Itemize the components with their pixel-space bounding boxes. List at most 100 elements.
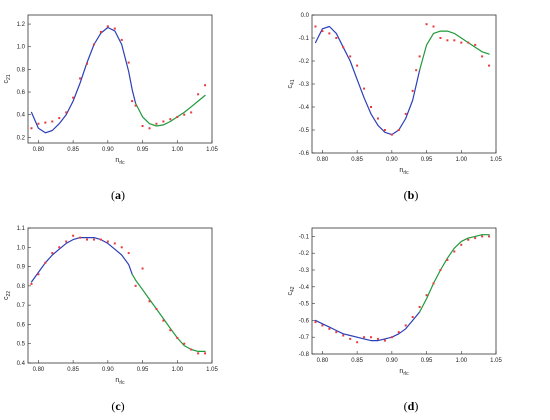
data-point <box>481 235 484 238</box>
x-tick-label: 0.90 <box>102 367 114 373</box>
plot-frame <box>311 14 497 154</box>
data-point <box>390 133 393 136</box>
y-axis-label-sub: 22 <box>6 291 12 297</box>
data-point <box>488 64 491 67</box>
x-tick-label: 0.85 <box>351 358 363 364</box>
y-tick-label: -0.4 <box>299 285 310 291</box>
data-point <box>204 352 207 355</box>
x-tick-label: 1.00 <box>455 358 467 364</box>
y-axis-label-main: c <box>3 80 10 84</box>
x-tick-label: 1.05 <box>206 147 218 153</box>
data-point <box>488 235 491 238</box>
data-point <box>127 252 130 255</box>
data-point <box>44 261 47 264</box>
data-point <box>86 62 89 65</box>
y-tick-label: 0.7 <box>17 303 26 309</box>
data-point <box>335 331 338 334</box>
data-point <box>106 25 109 28</box>
x-axis-label: nrlc <box>115 377 125 386</box>
data-point <box>99 30 102 33</box>
data-point <box>162 319 165 322</box>
data-point <box>155 122 158 125</box>
data-point <box>190 111 193 114</box>
fit-line-blue <box>314 311 421 342</box>
data-point <box>383 339 386 342</box>
data-point <box>376 337 379 340</box>
panel-label: (c) <box>111 399 124 413</box>
data-point <box>44 121 47 124</box>
y-axis-label-main: c <box>287 85 294 89</box>
data-point <box>397 331 400 334</box>
plot-frame <box>27 14 213 144</box>
data-point <box>176 336 179 339</box>
y-tick-label: -0.6 <box>299 151 310 157</box>
data-point <box>418 55 421 58</box>
data-point <box>79 236 82 239</box>
y-tick-label: -0.6 <box>299 318 310 324</box>
data-point <box>321 324 324 327</box>
x-tick-label: 0.80 <box>33 367 45 373</box>
x-tick-label: 0.80 <box>33 147 45 153</box>
data-point <box>72 234 75 237</box>
panel-letter: d <box>408 399 415 413</box>
y-tick-label: 0.4 <box>17 113 26 119</box>
data-point <box>183 342 186 345</box>
x-axis-label: nrlc <box>399 368 409 377</box>
x-axis-label-sub: rlc <box>403 371 409 377</box>
y-axis-label-main: c <box>3 296 10 300</box>
data-point <box>190 348 193 351</box>
data-point <box>120 246 123 249</box>
data-point <box>342 334 345 337</box>
data-point <box>176 115 179 118</box>
y-axis-label: c22 <box>3 291 12 300</box>
data-point <box>197 93 200 96</box>
data-point <box>432 25 435 28</box>
x-axis-label-main: n <box>399 368 403 375</box>
fit-line-green <box>131 273 206 352</box>
x-axis-label: nrlc <box>115 157 125 166</box>
data-point <box>127 61 130 64</box>
data-point <box>356 341 359 344</box>
data-point <box>169 118 172 121</box>
data-point <box>183 113 186 116</box>
fit-line-green <box>419 234 490 313</box>
y-tick-label: 0.4 <box>17 361 26 367</box>
x-tick-label: 0.90 <box>102 147 114 153</box>
data-point <box>58 246 61 249</box>
x-tick-label: 1.05 <box>206 367 218 373</box>
y-tick-label: -0.7 <box>299 335 310 341</box>
data-point <box>51 120 54 123</box>
data-point <box>349 55 352 58</box>
data-point <box>79 77 82 80</box>
y-tick-label: -0.8 <box>299 352 310 358</box>
panel-label: (a) <box>111 188 125 202</box>
data-point <box>162 120 165 123</box>
data-point <box>335 37 338 39</box>
y-tick-label: -0.1 <box>299 234 310 240</box>
data-point <box>467 238 470 241</box>
plot-frame <box>27 227 213 364</box>
y-tick-label: 0.9 <box>17 265 26 271</box>
y-axis-label-main: c <box>287 292 294 296</box>
data-point <box>349 337 352 340</box>
data-point <box>37 122 40 125</box>
data-point <box>474 43 477 46</box>
x-axis-label-main: n <box>115 157 119 164</box>
data-point <box>314 25 317 28</box>
data-point <box>204 84 207 87</box>
data-point <box>439 37 442 39</box>
data-point <box>58 117 61 120</box>
data-point <box>120 38 123 41</box>
x-tick-label: 1.00 <box>455 157 467 163</box>
x-tick-label: 0.90 <box>386 358 398 364</box>
fit-line-blue <box>30 237 133 283</box>
data-point <box>418 305 421 308</box>
data-point <box>141 125 144 128</box>
data-point <box>148 127 151 130</box>
x-axis-label-main: n <box>399 167 403 174</box>
x-tick-label: 0.85 <box>351 157 363 163</box>
y-axis-label: c42 <box>287 286 296 295</box>
data-point <box>404 112 407 115</box>
y-tick-label: 0.6 <box>17 90 26 96</box>
x-axis-label-sub: rlc <box>119 380 125 386</box>
